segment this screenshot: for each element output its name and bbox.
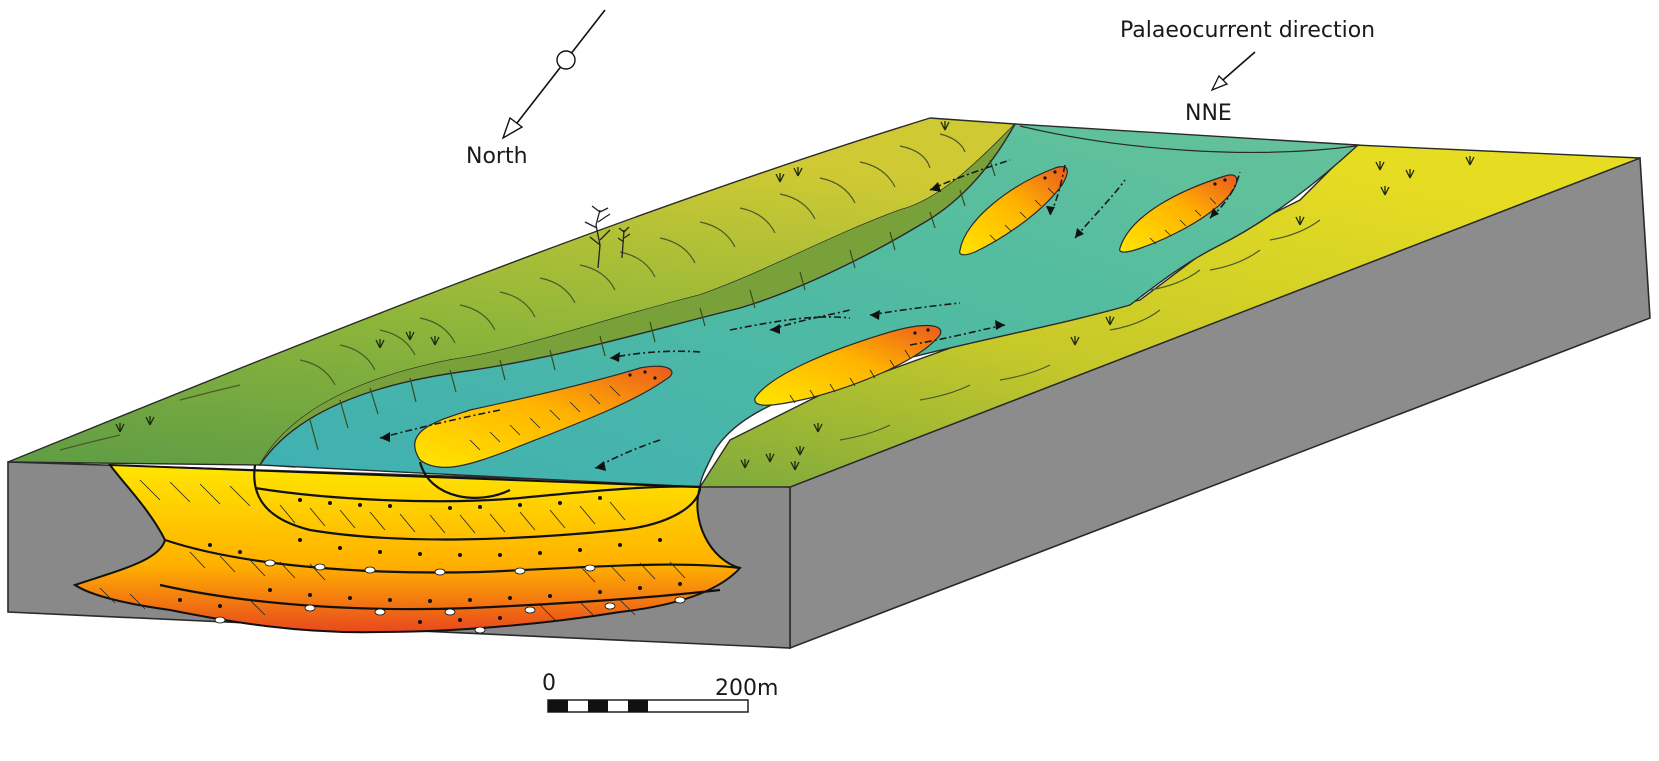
pebbles (214, 559, 686, 634)
scale-start-label: 0 (542, 671, 556, 696)
bar-2 (754, 324, 942, 406)
bank-hachures (309, 159, 996, 451)
cross-bedding (99, 479, 686, 621)
slope-hachures (299, 133, 966, 386)
bar-foresets (469, 187, 1217, 451)
north-label: North (466, 144, 528, 169)
channel-fill-section (72, 463, 742, 634)
current-arrow-icon (1210, 51, 1256, 92)
lens-boundaries (159, 461, 741, 611)
current-direction-label: NNE (1185, 101, 1232, 126)
grass-tuft-icon (115, 121, 1475, 471)
flow-arrowheads (380, 182, 1219, 471)
north-arrow-icon (501, 9, 606, 140)
scale-bar (547, 699, 749, 713)
bar-3 (959, 166, 1068, 256)
tree-icon (584, 205, 631, 269)
bar-1 (414, 365, 673, 468)
scale-end-label: 200m (715, 676, 778, 701)
gravel-dots (178, 170, 1227, 624)
palaeocurrent-label: Palaeocurrent direction (1120, 18, 1375, 43)
upstream-boundary (1019, 125, 1357, 153)
floodplain-lines (59, 219, 1321, 451)
